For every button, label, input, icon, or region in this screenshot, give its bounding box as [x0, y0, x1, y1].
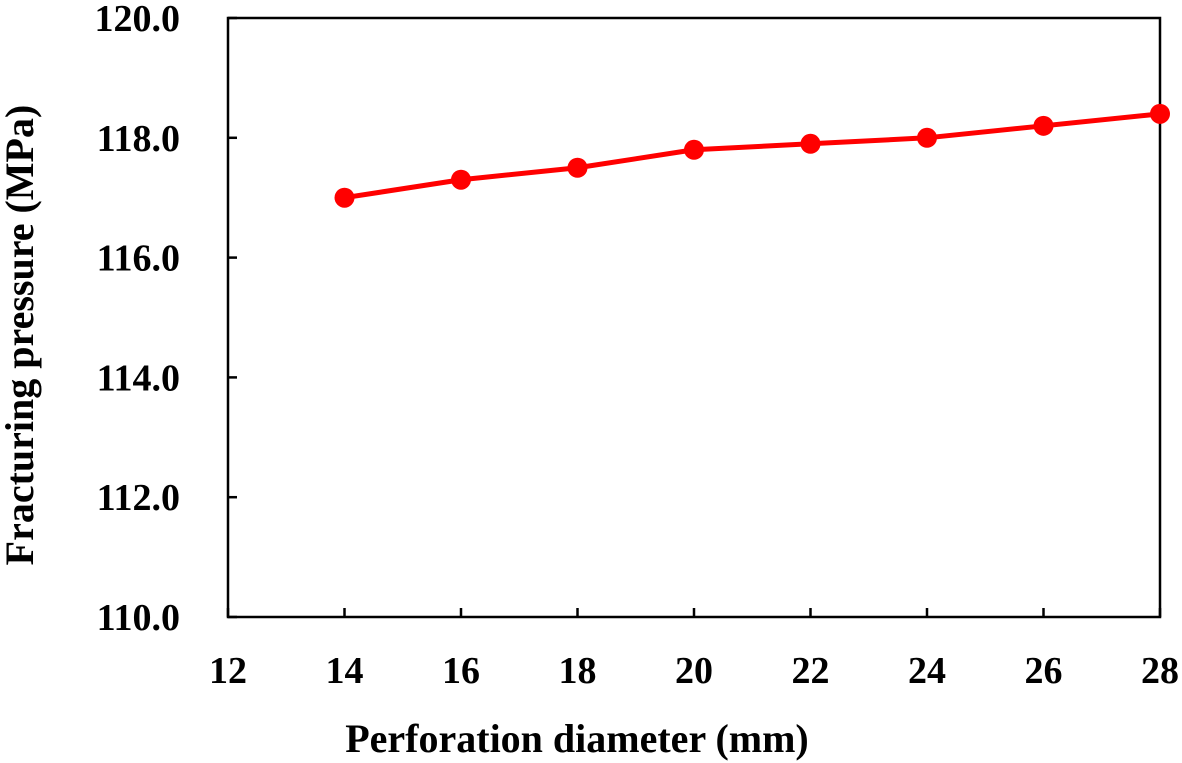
y-tick-label: 112.0	[97, 477, 180, 519]
y-axis: 110.0 112.0 114.0 116.0 118.0 120.0	[95, 0, 237, 639]
plot-border	[226, 16, 1162, 619]
y-axis-title: Fracturing pressure (MPa)	[0, 105, 42, 566]
y-tick-label: 120.0	[95, 0, 181, 40]
data-point	[334, 187, 355, 208]
data-point	[567, 157, 588, 178]
series-line	[344, 111, 1161, 201]
x-tick-label: 20	[675, 650, 713, 692]
plot-area	[226, 16, 1162, 619]
y-tick-label: 114.0	[97, 357, 180, 399]
x-axis: 12 14 16 18 20 22 24 26 28	[209, 608, 1179, 692]
x-tick-label: 18	[559, 650, 597, 692]
y-tick-label: 118.0	[97, 118, 180, 160]
y-tick-label: 110.0	[97, 597, 180, 639]
x-tick-label: 24	[908, 650, 946, 692]
data-point	[1033, 115, 1054, 136]
x-axis-title: Perforation diameter (mm)	[345, 716, 809, 761]
data-point	[800, 133, 821, 154]
x-tick-label: 28	[1141, 650, 1179, 692]
data-point	[684, 139, 704, 160]
x-tick-label: 12	[209, 650, 247, 692]
x-tick-label: 16	[442, 650, 480, 692]
data-point	[917, 127, 937, 148]
x-tick-label: 22	[792, 650, 830, 692]
data-point	[451, 169, 471, 190]
x-tick-label: 26	[1025, 650, 1063, 692]
data-point	[1150, 103, 1170, 124]
x-tick-label: 14	[326, 650, 364, 692]
series-layer	[334, 103, 1170, 208]
y-tick-label: 116.0	[97, 238, 180, 280]
